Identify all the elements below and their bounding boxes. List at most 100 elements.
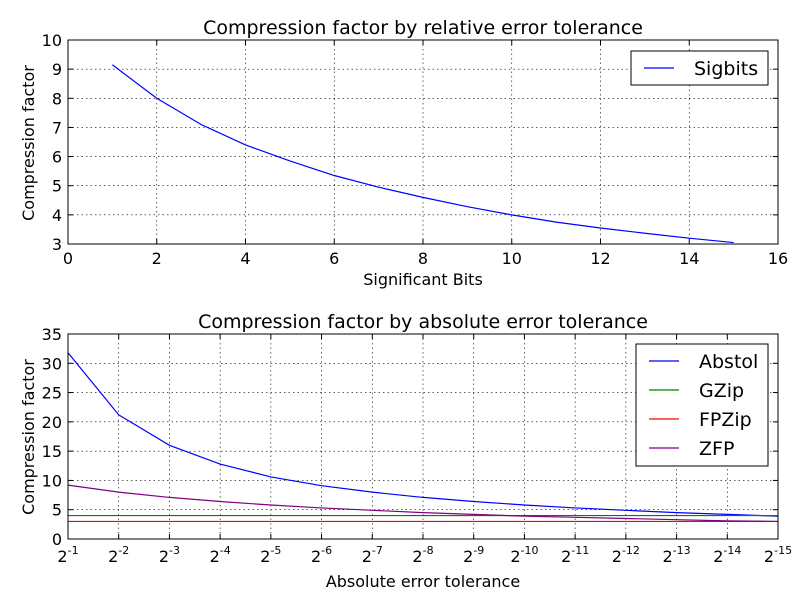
- y-tick-label: 3: [52, 235, 62, 254]
- x-tick-label-base: 2: [463, 547, 473, 566]
- y-tick-labels: 3 4 5 6 7 8 9 10: [42, 31, 62, 254]
- legend: Abstol GZip FPZip ZFP: [635, 343, 769, 467]
- y-tick-label: 7: [52, 118, 62, 137]
- series-line-sigbits: [112, 64, 734, 244]
- x-tick-label-exponent: -6: [321, 544, 332, 557]
- x-tick-label-exponent: -13: [673, 544, 691, 557]
- y-axis-label: Compression factor: [19, 65, 38, 221]
- legend-item-fpzip: FPZip: [649, 409, 752, 431]
- y-tick-label: 15: [42, 442, 62, 461]
- x-tick-label-exponent: -11: [571, 544, 589, 557]
- x-tick-label-exponent: -1: [68, 544, 79, 557]
- series-lines: [112, 64, 734, 244]
- x-tick-label: 2-5: [260, 544, 281, 566]
- x-tick-labels: 2-1 2-2 2-3 2-4 2-5 2-6 2-7 2-8 2-9 2-10 2-11 2-12 2…: [57, 544, 792, 566]
- x-tick-label-exponent: -2: [118, 544, 129, 557]
- x-tick-label-base: 2: [108, 547, 118, 566]
- x-tick-label: 2: [152, 249, 162, 268]
- x-tick-label-exponent: -9: [473, 544, 484, 557]
- x-tick-label: 2-14: [713, 544, 741, 566]
- legend: Sigbits: [630, 50, 769, 86]
- x-tick-labels: 0 2 4 6 8 10 12 14 16: [63, 249, 788, 268]
- x-tick-label: 2-13: [662, 544, 690, 566]
- x-tick-label-base: 2: [713, 547, 723, 566]
- legend-item-gzip: GZip: [649, 380, 744, 402]
- legend-box: [635, 343, 769, 467]
- y-tick-label: 4: [52, 206, 62, 225]
- chart-title: Compression factor by absolute error tol…: [198, 311, 648, 333]
- x-tick-label: 2-10: [510, 544, 538, 566]
- x-tick-label: 12: [590, 249, 610, 268]
- y-tick-label: 5: [52, 501, 62, 520]
- y-tick-label: 20: [42, 413, 62, 432]
- x-tick-label-base: 2: [764, 547, 774, 566]
- series-line-abstol: [67, 352, 779, 517]
- legend-label: Abstol: [699, 351, 758, 373]
- x-tick-label: 8: [418, 249, 428, 268]
- series-lines: [67, 352, 779, 523]
- legend-label: FPZip: [699, 409, 752, 431]
- x-tick-label: 2-4: [210, 544, 231, 566]
- x-tick-label: 14: [679, 249, 699, 268]
- x-tick-label-exponent: -8: [423, 544, 434, 557]
- legend-label: Sigbits: [694, 58, 758, 80]
- y-tick-label: 6: [52, 148, 62, 167]
- x-tick-label-base: 2: [362, 547, 372, 566]
- x-tick-label: 2-3: [159, 544, 180, 566]
- x-tick-label-exponent: -5: [270, 544, 281, 557]
- x-tick-label: 2-15: [764, 544, 792, 566]
- x-tick-label: 4: [240, 249, 250, 268]
- legend-item-zfp: ZFP: [649, 438, 734, 460]
- x-axis-label: Absolute error tolerance: [326, 572, 520, 591]
- chart-absolute-error: Compression factor by absolute error tol…: [19, 311, 792, 591]
- x-tick-label: 2-9: [463, 544, 484, 566]
- y-tick-label: 0: [52, 530, 62, 549]
- y-tick-label: 5: [52, 177, 62, 196]
- legend-item-abstol: Abstol: [649, 351, 758, 373]
- x-tick-label-exponent: -15: [774, 544, 792, 557]
- x-tick-label: 6: [329, 249, 339, 268]
- x-tick-label-exponent: -12: [622, 544, 640, 557]
- x-tick-label-base: 2: [612, 547, 622, 566]
- y-tick-labels: 0 5 10 15 20 25 30 35: [42, 325, 62, 549]
- x-tick-label-base: 2: [412, 547, 422, 566]
- x-tick-label-exponent: -14: [723, 544, 741, 557]
- x-tick-label: 2-2: [108, 544, 129, 566]
- y-axis-label: Compression factor: [19, 359, 38, 515]
- chart-relative-error: Compression factor by relative error tol…: [19, 17, 788, 289]
- x-tick-label: 16: [768, 249, 788, 268]
- x-tick-label-base: 2: [210, 547, 220, 566]
- x-axis-label: Significant Bits: [363, 270, 483, 289]
- tick-marks: [67, 333, 779, 540]
- x-tick-label: 2-6: [311, 544, 332, 566]
- legend-label: GZip: [699, 380, 744, 402]
- x-tick-label: 2-12: [612, 544, 640, 566]
- x-tick-label: 2-1: [57, 544, 78, 566]
- x-tick-label-base: 2: [510, 547, 520, 566]
- x-tick-label: 2-7: [362, 544, 383, 566]
- y-tick-label: 25: [42, 384, 62, 403]
- x-tick-label-exponent: -10: [521, 544, 539, 557]
- x-tick-label-base: 2: [260, 547, 270, 566]
- y-tick-label: 10: [42, 31, 62, 50]
- x-tick-label-base: 2: [311, 547, 321, 566]
- y-tick-label: 8: [52, 89, 62, 108]
- x-tick-label-base: 2: [57, 547, 67, 566]
- x-tick-label: 2-8: [412, 544, 433, 566]
- x-tick-label-exponent: -7: [372, 544, 383, 557]
- y-tick-label: 30: [42, 354, 62, 373]
- x-tick-label-base: 2: [159, 547, 169, 566]
- x-tick-label-exponent: -3: [169, 544, 180, 557]
- x-tick-label: 2-11: [561, 544, 589, 566]
- tick-marks: [67, 39, 779, 245]
- x-tick-label: 0: [63, 249, 73, 268]
- y-tick-label: 10: [42, 471, 62, 490]
- y-tick-label: 35: [42, 325, 62, 344]
- legend-label: ZFP: [699, 438, 734, 460]
- series-line-zfp: [67, 484, 779, 523]
- x-tick-label-base: 2: [662, 547, 672, 566]
- x-tick-label-base: 2: [561, 547, 571, 566]
- chart-title: Compression factor by relative error tol…: [203, 17, 643, 39]
- x-tick-label: 10: [502, 249, 522, 268]
